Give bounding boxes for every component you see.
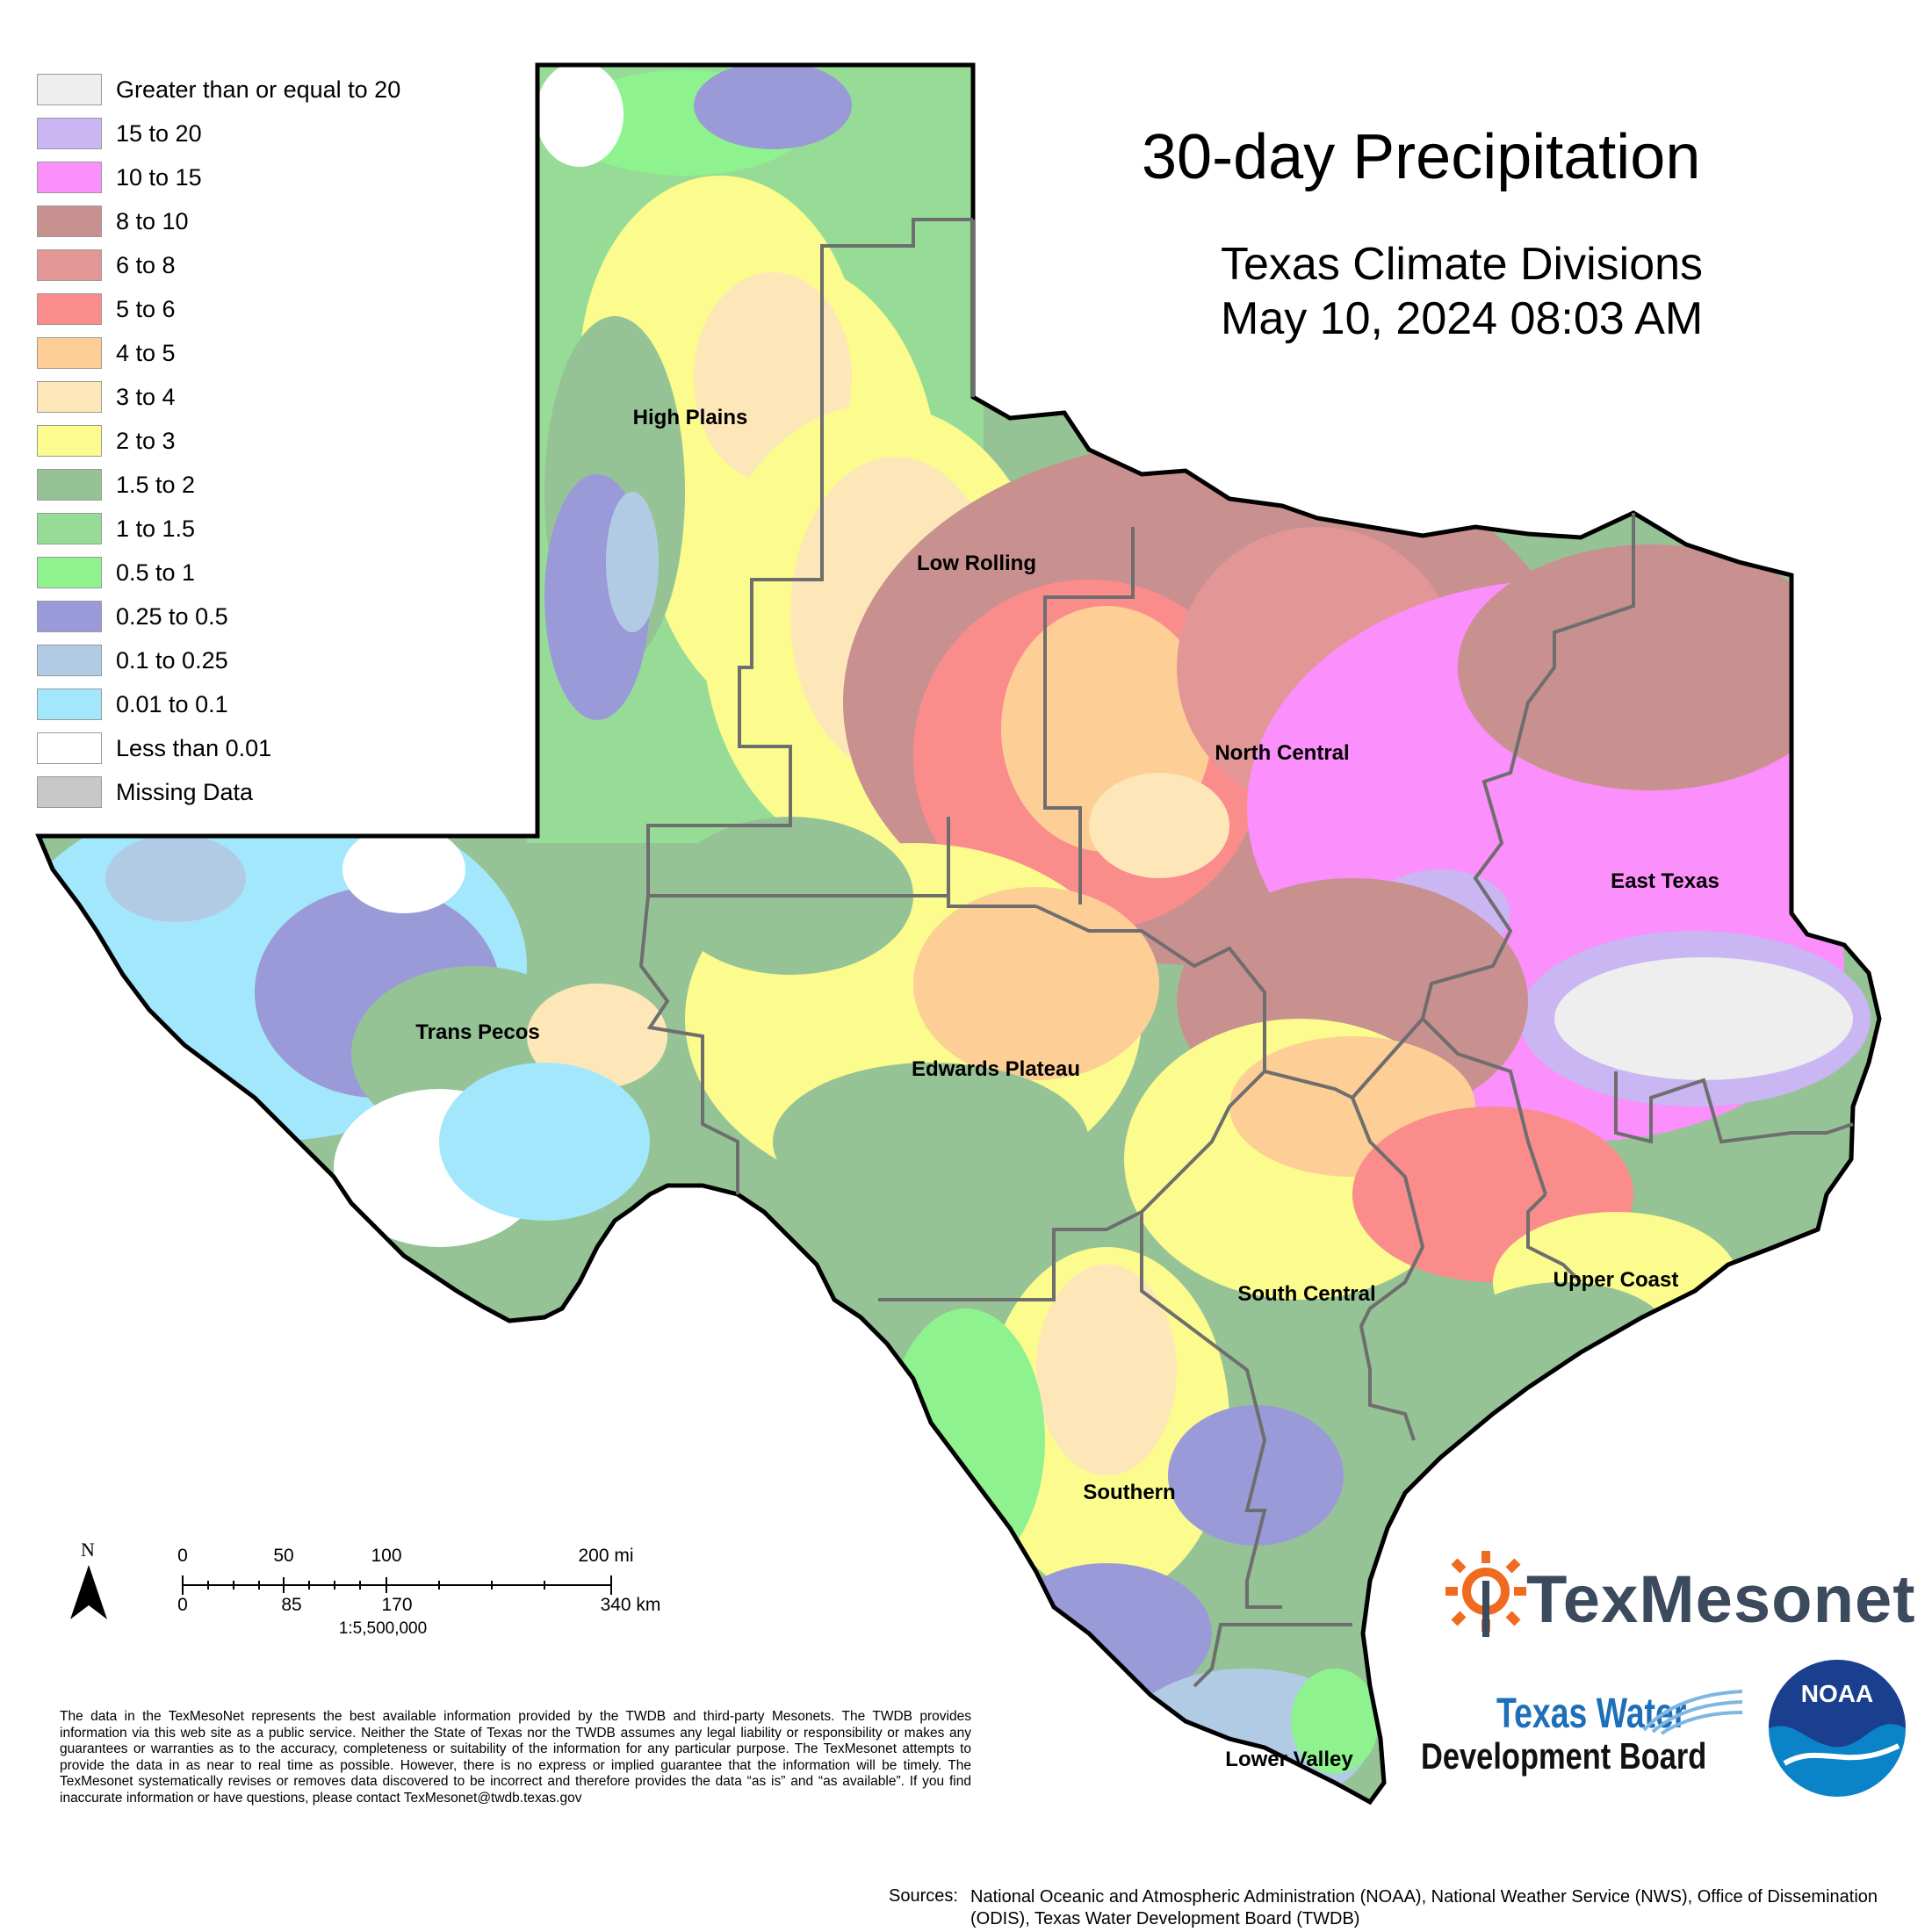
subtitle-divisions: Texas Climate Divisions (1221, 239, 1704, 290)
legend-item: Missing Data (37, 776, 564, 810)
map-subtitle: Texas Climate Divisions May 10, 2024 08:… (1221, 237, 1703, 346)
scale-mi-0: 0 (177, 1546, 188, 1566)
legend-item: 8 to 10 (37, 205, 564, 239)
scale-km-170: 170 (381, 1595, 413, 1615)
legend-item: Less than 0.01 (37, 732, 564, 766)
scale-mi-50: 50 (273, 1546, 294, 1566)
north-arrow-icon (70, 1565, 107, 1619)
legend-label: 1 to 1.5 (116, 515, 196, 542)
scale-km-0: 0 (177, 1595, 188, 1615)
legend-label: Missing Data (116, 779, 254, 805)
legend-swatch (37, 425, 102, 457)
noaa-logo-text: NOAA (1801, 1680, 1873, 1707)
twdb-logo: Texas Water Development Board (1421, 1686, 1755, 1783)
legend-item: 2 to 3 (37, 425, 564, 458)
legend-swatch (37, 513, 102, 544)
noaa-emblem-icon: NOAA (1769, 1660, 1906, 1797)
sources-label: Sources: (889, 1886, 958, 1906)
scale-ratio: 1:5,500,000 (338, 1619, 428, 1638)
legend-label: 0.25 to 0.5 (116, 603, 228, 630)
map-title: 30-day Precipitation (1142, 122, 1701, 192)
texas-outline (35, 62, 1882, 1806)
scale-ruler (182, 1575, 612, 1595)
legend-label: 3 to 4 (116, 384, 176, 410)
legend-label: 10 to 15 (116, 164, 202, 191)
legend-label: 0.1 to 0.25 (116, 647, 228, 674)
legend-label: 5 to 6 (116, 296, 176, 322)
region-label-southern: Southern (1083, 1481, 1176, 1504)
legend-swatch (37, 688, 102, 720)
subtitle-date: May 10, 2024 08:03 AM (1221, 293, 1704, 344)
legend-label: 4 to 5 (116, 340, 176, 366)
legend-item: 0.5 to 1 (37, 557, 564, 590)
legend-swatch (37, 249, 102, 281)
legend-swatch (37, 776, 102, 808)
region-label-south-central: South Central (1237, 1282, 1376, 1306)
legend-item: 10 to 15 (37, 162, 564, 195)
legend-item: 6 to 8 (37, 249, 564, 283)
legend-swatch (37, 293, 102, 325)
legend-label: 0.01 to 0.1 (116, 691, 228, 717)
legend-label: Less than 0.01 (116, 735, 272, 761)
region-label-upper-coast: Upper Coast (1553, 1268, 1679, 1292)
region-label-lower-valley: Lower Valley (1225, 1748, 1353, 1771)
legend-item: 15 to 20 (37, 118, 564, 151)
texmesonet-sun-icon (1445, 1551, 1526, 1637)
twdb-wave-icon (1642, 1690, 1743, 1735)
legend-label: 2 to 3 (116, 428, 176, 454)
legend-swatch (37, 645, 102, 676)
legend-item: 0.1 to 0.25 (37, 645, 564, 678)
legend-item: 3 to 4 (37, 381, 564, 415)
region-label-east-texas: East Texas (1611, 869, 1719, 893)
legend-swatch (37, 557, 102, 588)
legend-label: 0.5 to 1 (116, 559, 196, 586)
scale-bar: 0 50 100 200 mi 0 85 170 340 km 1:5,500,… (176, 1546, 667, 1651)
legend-swatch (37, 381, 102, 413)
division-boundaries (638, 218, 1854, 1688)
texmesonet-logo: TexMesonet (1440, 1546, 1915, 1651)
region-label-north-central: North Central (1215, 741, 1350, 765)
legend-swatch (37, 732, 102, 764)
texmesonet-wordmark: TexMesonet (1526, 1562, 1916, 1637)
legend-label: 8 to 10 (116, 208, 189, 234)
region-label-low-rolling: Low Rolling (917, 551, 1036, 575)
scale-mi-100: 100 (371, 1546, 402, 1566)
legend-item: 4 to 5 (37, 337, 564, 371)
legend-swatch (37, 601, 102, 632)
region-label-trans-pecos: Trans Pecos (415, 1020, 540, 1044)
legend-swatch (37, 74, 102, 105)
legend-swatch (37, 205, 102, 237)
legend-item: 0.01 to 0.1 (37, 688, 564, 722)
disclaimer-text: The data in the TexMesoNet represents th… (60, 1709, 971, 1806)
region-label-high-plains: High Plains (632, 406, 748, 429)
north-arrow-label: N (81, 1539, 95, 1561)
legend-item: 5 to 6 (37, 293, 564, 327)
legend-item: 1 to 1.5 (37, 513, 564, 546)
legend-label: 6 to 8 (116, 252, 176, 278)
sources-text: National Oceanic and Atmospheric Adminis… (970, 1887, 1878, 1928)
legend-swatch (37, 162, 102, 193)
legend-label: 15 to 20 (116, 120, 202, 147)
scale-mi-200: 200 mi (578, 1546, 634, 1566)
region-label-edwards-plateau: Edwards Plateau (911, 1057, 1081, 1081)
legend-label: 1.5 to 2 (116, 472, 196, 498)
legend-swatch (37, 337, 102, 369)
legend-item: 0.25 to 0.5 (37, 601, 564, 634)
legend-swatch (37, 469, 102, 501)
twdb-logo-line2: Development Board (1421, 1735, 1707, 1777)
north-arrow: N (67, 1539, 111, 1626)
noaa-logo: NOAA (1767, 1658, 1907, 1799)
legend-swatch (37, 118, 102, 149)
scale-km-340: 340 km (600, 1595, 661, 1615)
scale-km-85: 85 (281, 1595, 302, 1615)
legend-item: Greater than or equal to 20 (37, 74, 564, 107)
legend-item: 1.5 to 2 (37, 469, 564, 502)
legend-label: Greater than or equal to 20 (116, 76, 401, 103)
